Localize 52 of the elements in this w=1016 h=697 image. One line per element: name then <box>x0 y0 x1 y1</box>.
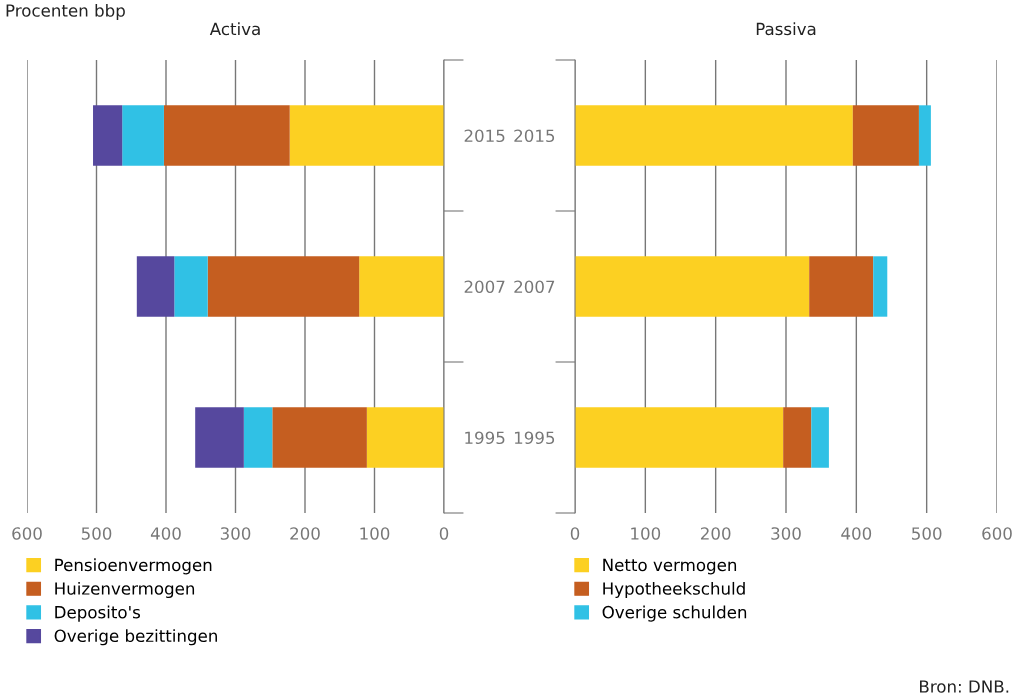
bar <box>136 256 175 317</box>
y-tick-label: 1995 <box>514 431 555 445</box>
bar <box>366 407 444 468</box>
bar <box>575 407 784 468</box>
x-tick-label: 500 <box>912 527 942 540</box>
bar <box>195 407 244 468</box>
bar <box>289 105 444 166</box>
text: Bron: DNB. <box>920 680 1009 693</box>
x-tick-label: 600 <box>982 527 1012 540</box>
legend-label: Overige bezittingen <box>54 629 217 646</box>
x-tick-label: 400 <box>841 527 872 540</box>
y-tick-label: 1995 <box>465 431 505 445</box>
chart-title: Activa <box>209 22 260 36</box>
bar <box>575 105 853 166</box>
x-tick-label: 100 <box>360 527 390 540</box>
x-tick-label: 300 <box>220 527 251 540</box>
bar <box>575 256 810 317</box>
legend-label: Pensioenvermogen <box>55 558 212 575</box>
x-tick-label: 0 <box>570 527 580 540</box>
bar <box>811 407 829 468</box>
legend-label: Overige schulden <box>602 605 747 622</box>
x-tick-label: 500 <box>81 527 112 540</box>
y-tick-label: 2015 <box>464 129 505 143</box>
x-tick-label: 400 <box>150 527 181 540</box>
bar <box>174 256 208 317</box>
bar <box>122 105 164 166</box>
legend-label: Netto vermogen <box>603 558 737 575</box>
bar <box>272 407 367 468</box>
legend-label: Huizenvermogen <box>55 581 195 599</box>
bar <box>809 256 874 317</box>
x-tick-label: 200 <box>700 527 731 540</box>
y-tick-label: 2007 <box>514 280 555 294</box>
text: Procenten bbp <box>6 3 125 21</box>
bar <box>93 105 123 166</box>
x-tick-label: 200 <box>290 527 320 540</box>
bar <box>163 105 290 166</box>
legend-label: Hypotheekschuld <box>603 581 745 599</box>
y-tick-label: 2015 <box>514 129 555 143</box>
bar <box>243 407 273 468</box>
x-tick-label: 0 <box>439 527 449 540</box>
legend-label: Deposito's <box>55 605 141 622</box>
bar <box>852 105 919 166</box>
bar <box>783 407 812 468</box>
y-tick-label: 2007 <box>464 280 505 294</box>
x-tick-label: 300 <box>771 527 801 540</box>
x-tick-label: 100 <box>631 527 661 540</box>
bar <box>207 256 360 317</box>
bar <box>873 256 888 317</box>
bar <box>359 256 444 317</box>
bar <box>918 105 931 166</box>
chart-title: Passiva <box>756 22 816 36</box>
x-tick-label: 600 <box>12 527 42 540</box>
